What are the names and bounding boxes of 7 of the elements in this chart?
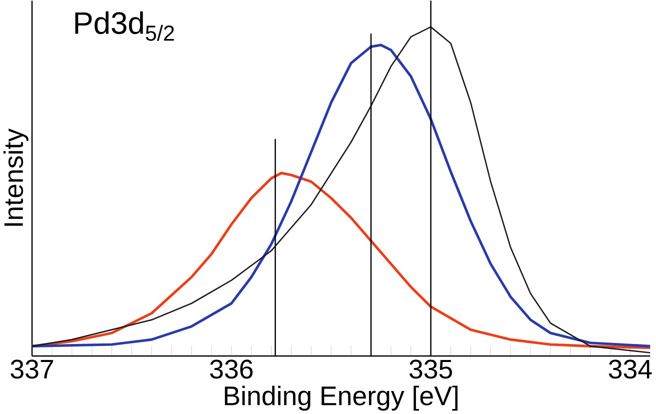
x-tick-label: 336 bbox=[210, 360, 253, 379]
x-axis-title: Binding Energy [eV] bbox=[224, 386, 458, 411]
y-axis-title: Intensity bbox=[3, 128, 28, 226]
annotation: Pd3d$_{5/2}$ bbox=[75, 11, 174, 41]
x-tick-label: 334 bbox=[608, 360, 652, 379]
x-tick-label: 335 bbox=[409, 360, 452, 379]
x-tick-label: 337 bbox=[10, 360, 54, 379]
